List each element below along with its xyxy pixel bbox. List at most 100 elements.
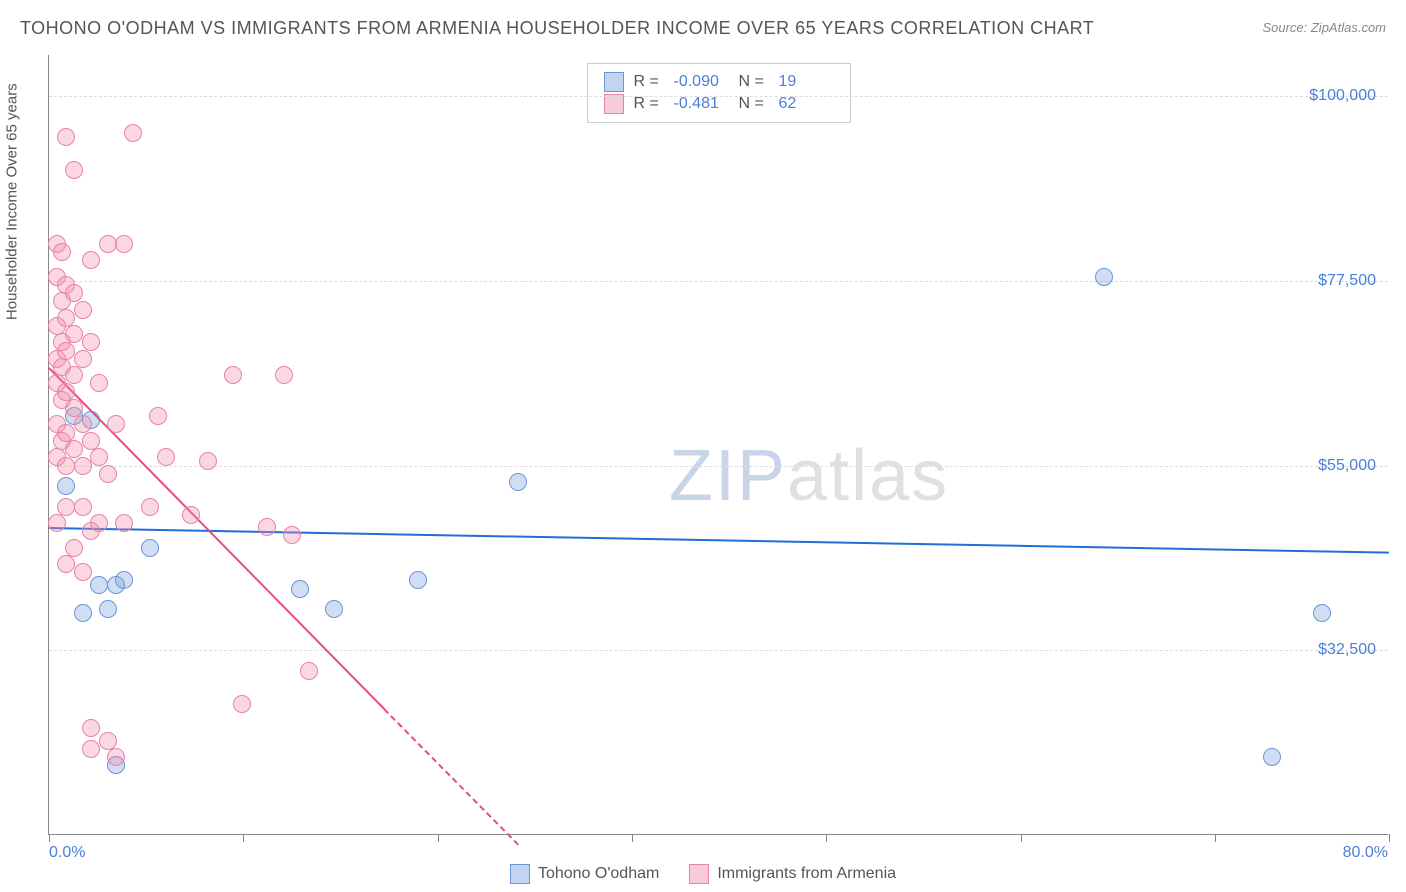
data-point-armenia [82,251,100,269]
data-point-armenia [115,235,133,253]
x-axis-min-label: 0.0% [49,844,85,862]
data-point-tohono [74,604,92,622]
data-point-tohono [1263,748,1281,766]
data-point-armenia [199,452,217,470]
bottom-legend: Tohono O'odham Immigrants from Armenia [510,864,896,884]
data-point-armenia [57,555,75,573]
data-point-armenia [57,498,75,516]
data-point-tohono [90,576,108,594]
stats-row-series-a: R = -0.090 N = 19 [604,72,834,92]
data-point-armenia [74,457,92,475]
data-point-armenia [182,506,200,524]
data-point-armenia [157,448,175,466]
data-point-armenia [283,526,301,544]
data-point-armenia [65,325,83,343]
data-point-armenia [48,514,66,532]
x-tick [632,834,633,842]
data-point-armenia [74,498,92,516]
x-tick [243,834,244,842]
x-tick [49,834,50,842]
swatch-blue-icon [510,864,530,884]
stats-legend-box: R = -0.090 N = 19 R = -0.481 N = 62 [587,63,851,123]
swatch-blue-icon [604,72,624,92]
data-point-armenia [90,514,108,532]
data-point-armenia [107,748,125,766]
data-point-armenia [65,366,83,384]
data-point-armenia [233,695,251,713]
swatch-pink-icon [689,864,709,884]
watermark-part1: ZIP [669,436,787,516]
data-point-armenia [107,415,125,433]
data-point-armenia [53,243,71,261]
data-point-armenia [90,374,108,392]
data-point-armenia [57,342,75,360]
data-point-tohono [1095,268,1113,286]
data-point-armenia [57,457,75,475]
trend-line-armenia [48,367,384,709]
gridline [49,96,1388,97]
gridline [49,281,1388,282]
data-point-armenia [258,518,276,536]
x-axis-max-label: 80.0% [1343,844,1388,862]
data-point-armenia [82,740,100,758]
source-attribution: Source: ZipAtlas.com [1262,20,1386,35]
data-point-armenia [275,366,293,384]
data-point-armenia [74,563,92,581]
data-point-armenia [99,732,117,750]
data-point-tohono [115,571,133,589]
data-point-armenia [57,128,75,146]
x-tick [1215,834,1216,842]
x-tick [1389,834,1390,842]
data-point-tohono [325,600,343,618]
y-tick-label: $100,000 [1309,87,1376,105]
y-tick-label: $55,000 [1318,457,1376,475]
plot-area: ZIPatlas R = -0.090 N = 19 R = -0.481 N … [48,55,1388,835]
data-point-armenia [65,399,83,417]
r-label: R = [634,73,664,91]
data-point-armenia [224,366,242,384]
data-point-armenia [99,235,117,253]
legend-item-a: Tohono O'odham [510,864,659,884]
y-axis-label: Householder Income Over 65 years [4,83,21,320]
data-point-tohono [509,473,527,491]
r-value-b: -0.481 [674,95,729,113]
data-point-tohono [409,571,427,589]
data-point-armenia [65,539,83,557]
trend-line-dash-armenia [383,708,518,845]
x-tick [1021,834,1022,842]
gridline [49,466,1388,467]
n-label: N = [739,95,769,113]
data-point-armenia [99,465,117,483]
data-point-armenia [115,514,133,532]
data-point-tohono [291,580,309,598]
data-point-tohono [1313,604,1331,622]
r-value-a: -0.090 [674,73,729,91]
chart-title: TOHONO O'ODHAM VS IMMIGRANTS FROM ARMENI… [20,18,1094,39]
x-tick [826,834,827,842]
data-point-armenia [141,498,159,516]
n-value-b: 62 [779,95,834,113]
data-point-armenia [74,301,92,319]
y-tick-label: $77,500 [1318,272,1376,290]
data-point-armenia [65,161,83,179]
n-value-a: 19 [779,73,834,91]
gridline [49,650,1388,651]
data-point-armenia [82,719,100,737]
data-point-armenia [82,432,100,450]
data-point-armenia [57,424,75,442]
watermark-part2: atlas [787,436,949,516]
x-tick [438,834,439,842]
data-point-armenia [82,333,100,351]
data-point-armenia [74,350,92,368]
data-point-armenia [90,448,108,466]
legend-label-b: Immigrants from Armenia [717,865,896,883]
data-point-tohono [57,477,75,495]
data-point-armenia [124,124,142,142]
data-point-armenia [300,662,318,680]
data-point-armenia [57,383,75,401]
data-point-tohono [141,539,159,557]
data-point-armenia [74,415,92,433]
y-tick-label: $32,500 [1318,641,1376,659]
trend-line-tohono [49,527,1389,554]
data-point-armenia [149,407,167,425]
